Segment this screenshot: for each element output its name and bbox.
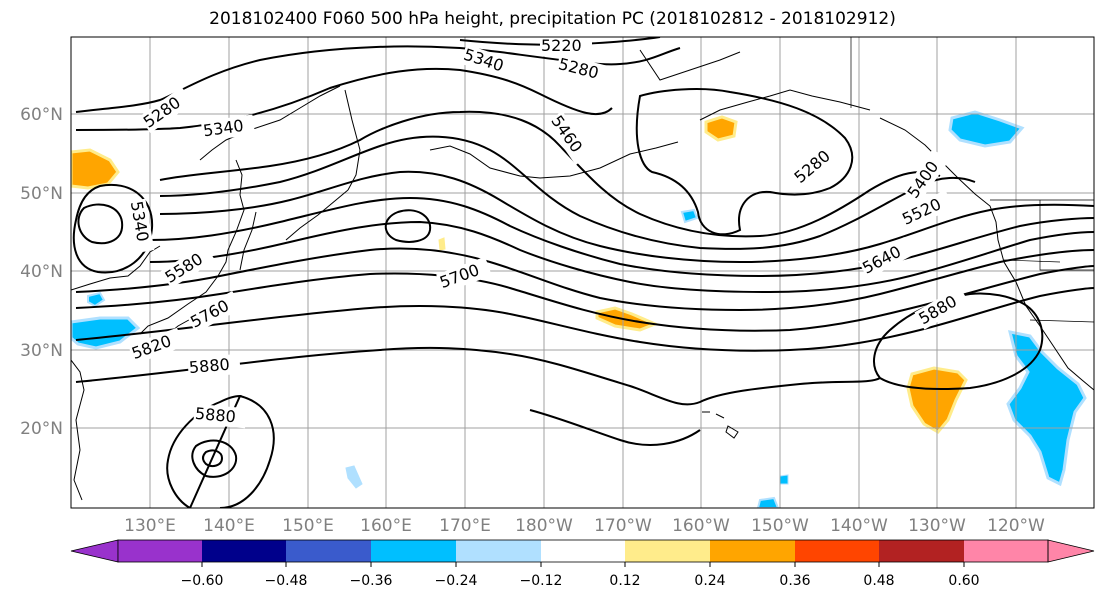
colorbar-tick-label: −0.48 [265,573,308,589]
contour-line-5460 [159,135,976,250]
colorbar-tick-label: 0.48 [863,573,894,589]
precip-positive-area [438,237,446,251]
lat-label: 20°N [20,419,63,439]
contour-line-5700 [75,247,1094,312]
precip-negative-area [345,465,363,489]
coastline-hawaii [702,411,739,439]
precip-negative-area [87,291,106,308]
precip-negative-area [948,110,1025,148]
precip-negative-area [71,316,141,350]
contour-line-5520 [159,170,1094,264]
precip-positive-area [71,148,120,190]
precip-positive-area [704,115,738,142]
precip-negative-area [680,208,699,224]
colorbar-segment [371,540,456,562]
precip-negative-area [1006,330,1087,487]
colorbar-segment [541,540,625,562]
longitude-labels: 130°E 140°E 150°E 160°E 170°E 180°W 170°… [124,516,1045,536]
colorbar-segment [879,540,964,562]
colorbar-segment [118,540,202,562]
colorbar-extend-high [1047,539,1095,563]
lon-label: 170°E [439,516,491,536]
contour-line-closed-low [384,209,432,243]
contour-line-5280 [75,45,681,113]
contour-line-5880-pacific [529,409,701,446]
lon-label: 120°W [987,516,1045,536]
coastline-asia [71,85,341,501]
contour-line-5880 [75,292,1044,406]
precip-shading [71,110,1087,508]
map-title: 2018102400 F060 500 hPa height, precipit… [209,9,896,29]
precip-negative-area [756,496,780,508]
contour-line-5640 [149,220,1094,294]
colorbar-tick-label: 0.12 [609,573,640,589]
map-background [71,37,1094,508]
lat-label: 50°N [20,184,63,204]
latitude-labels: 60°N 50°N 40°N 30°N 20°N [20,105,63,439]
contour-line-5880-south [166,394,275,508]
colorbar-segment [456,540,541,562]
colorbar-segment [795,540,879,562]
lon-label: 170°W [594,516,652,536]
colorbar-segment [202,540,286,562]
colorbar-tick-label: −0.36 [350,573,393,589]
colorbar-tick-label: 0.24 [694,573,725,589]
contour-line-5580 [149,196,1094,278]
contour-line-5880-south-core [202,449,224,467]
colorbar-tick-label: 0.36 [779,573,810,589]
lat-label: 60°N [20,105,63,125]
lon-label: 160°W [672,516,730,536]
lat-label: 40°N [20,262,63,282]
map-content: 5220 5340 5280 5280 5340 5340 5460 5280 … [71,36,1094,508]
contour-line-low-inner [77,203,124,245]
lon-label: 130°W [908,516,966,536]
political-borders [850,37,1094,323]
contour-line-5820 [75,287,1094,352]
contour-line-5280-alaska [635,88,854,236]
height-contours [72,37,1094,508]
colorbar: −0.60 −0.48 −0.36 −0.24 −0.12 0.12 0.24 … [70,539,1095,589]
colorbar-tick-label: −0.12 [520,573,563,589]
contour-label-group: 5220 5340 5280 5280 5340 5340 5460 5280 … [125,36,970,429]
contour-line-5880-south-inner [191,439,238,478]
lon-label: 140°E [203,516,255,536]
lon-label: 150°W [751,516,809,536]
contour-label: 5880 [188,355,230,377]
lon-label: 130°E [124,516,176,536]
colorbar-segment [286,540,371,562]
colorbar-segment [625,540,710,562]
colorbar-segment [964,540,1048,562]
contour-label: 5220 [541,36,582,55]
lat-label: 30°N [20,341,63,361]
colorbar-tick-label: 0.60 [948,573,979,589]
coastline-kamchatka [285,89,361,241]
contour-line-5340 [75,67,613,131]
contour-label: 5880 [194,404,236,426]
colorbar-tick-label: −0.24 [435,573,478,589]
lon-label: 140°W [830,516,888,536]
colorbar-segment [710,540,795,562]
map-frame [70,36,1095,509]
colorbar-frame [117,539,1049,563]
precip-negative-area [779,474,789,485]
lon-label: 150°E [282,516,334,536]
lon-label: 180°W [515,516,573,536]
contour-line-5400 [159,110,941,238]
lon-label: 160°E [360,516,412,536]
colorbar-extend-low [70,539,119,563]
colorbar-tick-label: −0.60 [181,573,224,589]
